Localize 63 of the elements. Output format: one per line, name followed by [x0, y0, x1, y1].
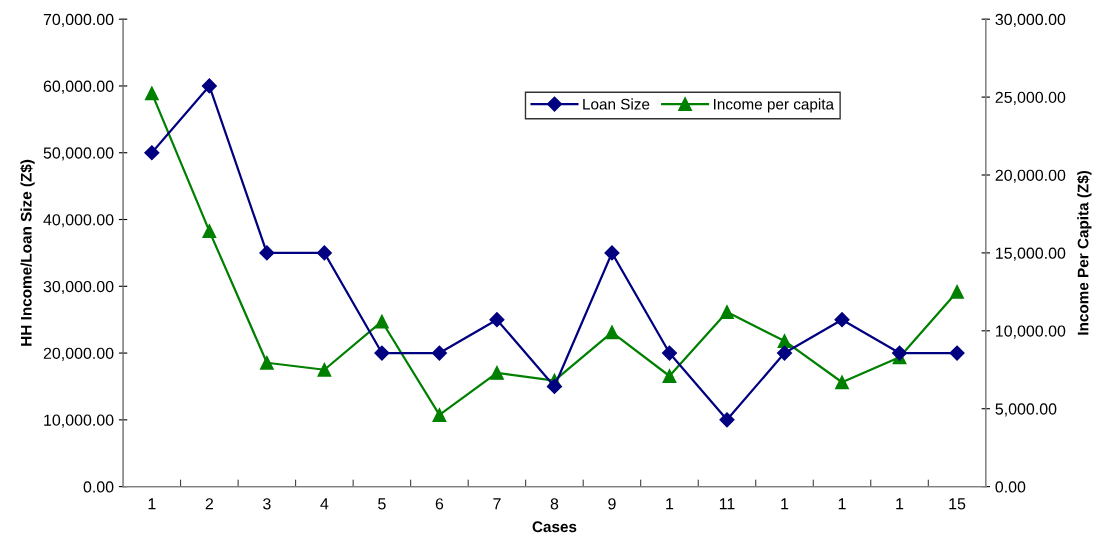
x-tick-label: 7	[493, 498, 501, 510]
point	[949, 345, 965, 361]
point	[834, 312, 850, 328]
point	[489, 312, 505, 328]
point	[605, 325, 619, 340]
point	[604, 245, 620, 261]
point	[144, 145, 160, 161]
point	[201, 78, 217, 94]
y-tick-label: 30,000.00	[43, 280, 114, 295]
point	[891, 345, 908, 361]
point	[317, 362, 332, 377]
point	[662, 369, 677, 383]
point	[720, 305, 734, 320]
point	[835, 375, 849, 390]
x-tick-label: 4	[320, 498, 329, 510]
x-tick-label: 2	[205, 498, 213, 510]
legend-label: Loan Size	[583, 98, 650, 110]
y-tick-label: 70,000.00	[43, 13, 114, 28]
x-tick-label: 1	[896, 498, 904, 510]
y-axis-title: HH Income/Loan Size (Z$)	[20, 159, 35, 346]
y2-tick-label: 10,000.00	[996, 325, 1066, 339]
point	[546, 378, 563, 395]
legend-label: Income per capita	[714, 98, 835, 113]
point	[374, 314, 389, 329]
point	[719, 412, 735, 428]
point	[489, 365, 504, 380]
y2-tick-label: 20,000.00	[995, 169, 1066, 183]
y2-tick-label: 30,000.00	[995, 13, 1066, 28]
x-tick-label: 8	[550, 498, 559, 510]
y2-tick-label: 0.00	[995, 481, 1026, 493]
y2-tick-label: 5,000.00	[995, 403, 1057, 417]
x-tick-label: 1	[838, 498, 846, 510]
y-tick-label: 20,000.00	[43, 347, 114, 361]
y2-tick-label: 15,000.00	[996, 247, 1066, 261]
x-tick-label: 11	[719, 498, 735, 510]
point	[144, 86, 159, 101]
point	[202, 224, 217, 239]
x-tick-label: 6	[435, 498, 444, 510]
x-tick-label: 15	[949, 498, 966, 510]
y2-axis-title: Income Per Capita (Z$)	[1076, 170, 1092, 335]
point	[259, 245, 275, 261]
y-tick-label: 60,000.00	[43, 80, 114, 94]
x-axis-title: Cases	[532, 521, 577, 533]
x-tick-label: 3	[263, 498, 271, 510]
y-tick-label: 50,000.00	[43, 147, 114, 161]
point	[776, 345, 793, 361]
point	[950, 284, 964, 299]
point	[777, 333, 792, 348]
x-tick-label: 1	[666, 498, 674, 510]
y-tick-label: 10,000.00	[44, 414, 114, 428]
x-tick-label: 9	[608, 498, 616, 510]
point	[432, 408, 447, 422]
point	[316, 245, 332, 261]
y-tick-label: 0.00	[83, 481, 114, 493]
point	[431, 345, 447, 361]
y-tick-label: 40,000.00	[43, 214, 114, 228]
y2-tick-label: 25,000.00	[995, 91, 1066, 105]
point	[661, 345, 678, 361]
x-tick-label: 1	[781, 498, 789, 510]
x-tick-label: 1	[148, 498, 156, 510]
point	[374, 345, 390, 361]
point	[259, 355, 274, 370]
x-tick-label: 5	[378, 498, 386, 510]
